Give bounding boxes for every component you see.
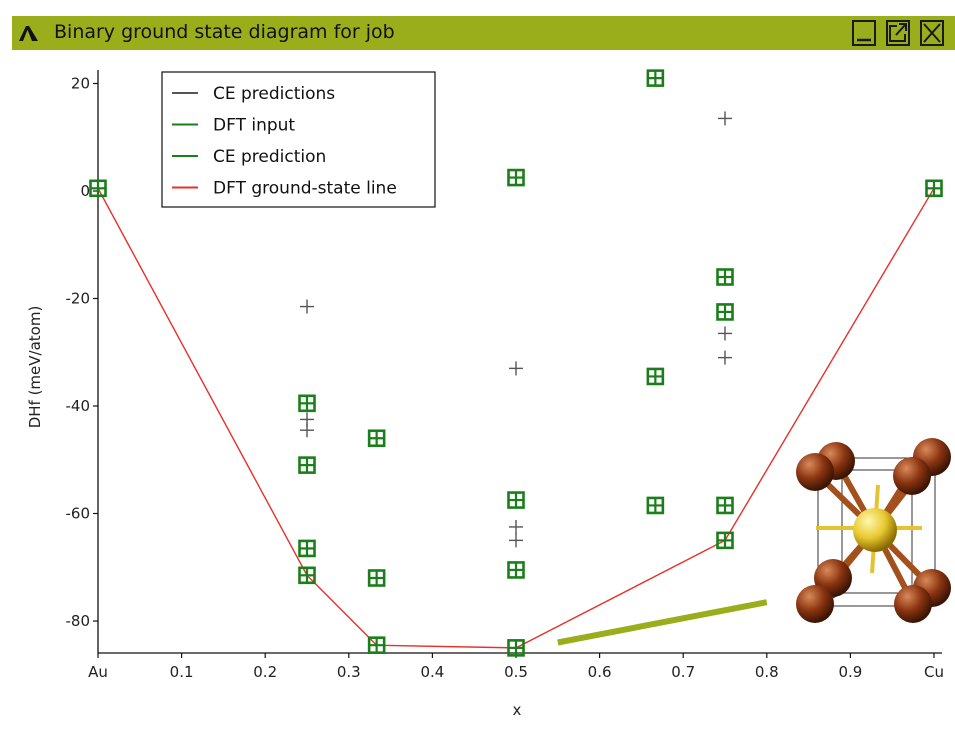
x-tick-label: 0.9 [838,663,862,681]
window-title: Binary ground state diagram for job [54,21,395,43]
x-tick-label: 0.5 [504,663,528,681]
dft-input-marker [507,168,525,187]
x-tick-label: 0.7 [671,663,695,681]
dft-input-marker [646,367,665,386]
ce-prediction-marker [718,350,732,365]
y-tick-label: 20 [71,75,90,93]
dft-input-marker [646,69,665,87]
annotation-arrow [557,599,768,646]
dft-input-marker [716,531,734,550]
dft-input-marker [716,268,734,286]
window-title-bar[interactable]: Binary ground state diagram for job [12,16,955,50]
ground-state-line [97,187,935,649]
dft-input-marker [367,429,386,448]
annotation-line [557,599,768,646]
ground-state-polyline [97,187,935,649]
dft-input-marker [298,539,316,558]
ce-prediction-marker [300,423,314,438]
x-tick-label: 0.1 [170,663,194,681]
legend-item: DFT input [172,116,295,136]
legend-label: CE prediction [213,147,326,167]
corner-atom [894,585,932,623]
dft-input-marker [646,496,665,515]
dft-input-marker [298,394,316,413]
ce-prediction-marker [718,111,732,126]
dft-input-marker [367,569,386,587]
dft-input-marker [507,639,525,657]
x-tick-label: Au [88,663,108,681]
legend-box [161,71,436,208]
y-tick-label: -80 [66,612,91,630]
y-tick-label: 0 [80,182,90,200]
y-tick-label: -40 [66,397,91,415]
ce-prediction-marker [718,326,732,341]
dft-input-marker [89,179,107,198]
dft-input-marker [298,566,316,585]
corner-atom [796,585,834,623]
dft-input-marker [507,561,525,579]
legend-label: DFT ground-state line [213,179,397,199]
legend-label: DFT input [213,116,295,136]
legend-label: CE predictions [213,84,335,104]
legend-item: DFT ground-state line [172,179,397,199]
ce-prediction-marker [509,519,523,534]
dft-input-marker [925,179,943,198]
legend-item: CE prediction [172,147,326,167]
x-tick-label: 0.6 [588,663,612,681]
x-tick-label: 0.8 [755,663,779,681]
y-axis-label: DHf (meV/atom) [26,306,44,429]
dft-input-marker [298,456,316,474]
ce-prediction-marker [509,361,523,376]
x-tick-label: 0.3 [337,663,361,681]
ce-prediction-marker [300,299,314,314]
dft-input-marker [507,491,525,509]
ground-state-plot: 20 0 -20 -40 -60 -80 Au 0.1 0.2 0.3 0.4 0.5 0.6 0.7 0.… [26,69,951,719]
app-logo-icon [19,26,38,41]
data-markers [89,69,943,657]
corner-atom [893,457,931,495]
x-tick-label: 0.2 [253,663,277,681]
crystal-structure-image [796,438,951,623]
minimize-button[interactable] [852,20,876,46]
legend-item: CE predictions [172,84,335,104]
corner-atom [796,453,834,491]
legend: CE predictions DFT input CE prediction DFT … [161,71,436,208]
ce-prediction-marker [509,533,523,548]
y-tick-label: -20 [66,290,91,308]
center-atom [853,508,897,552]
close-button[interactable] [920,20,944,46]
x-tick-label: 0.4 [420,663,444,681]
popout-button[interactable] [886,20,910,46]
y-tick-label: -60 [66,505,91,523]
dft-input-marker [367,636,386,654]
x-tick-label: Cu [924,663,944,681]
dft-input-marker [716,496,734,515]
plot-axes: 20 0 -20 -40 -60 -80 Au 0.1 0.2 0.3 0.4 0.5 0.6 0.7 0.… [66,70,944,681]
x-axis-label: x [513,701,522,719]
dft-input-marker [716,303,734,321]
